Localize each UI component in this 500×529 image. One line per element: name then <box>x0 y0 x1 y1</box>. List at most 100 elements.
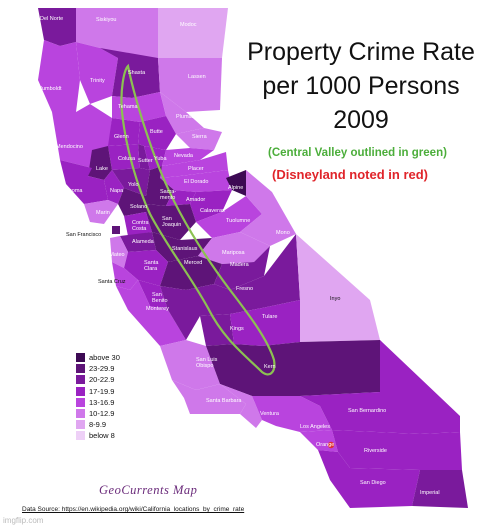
label-marin: Marin <box>96 210 110 216</box>
label-san-benito: San Benito <box>152 292 168 304</box>
label-los-angeles: Los Angeles <box>300 424 330 430</box>
legend-swatch <box>76 431 85 441</box>
title-line-2: per 1000 Persons <box>262 72 460 100</box>
county-santa-cruz <box>112 262 138 290</box>
label-santa-cruz: Santa Cruz <box>98 279 126 285</box>
central-valley-outline <box>120 63 276 376</box>
county-imperial <box>412 470 468 508</box>
legend-label: above 30 <box>89 353 120 363</box>
label-san-bernardino: San Bernardino <box>348 408 386 414</box>
legend-item: 17-19.9 <box>76 386 120 397</box>
county-contra-costa <box>124 212 152 236</box>
county-san-mateo <box>110 236 128 268</box>
label-mono: Mono <box>276 230 290 236</box>
label-sutter: Sutter <box>138 158 153 164</box>
legend-label: 8-9.9 <box>89 420 107 430</box>
label-santa-clara: Santa Clara <box>144 260 159 272</box>
county-fresno <box>160 234 300 340</box>
label-sierra: Sierra <box>192 134 208 140</box>
legend-swatch <box>76 409 85 419</box>
label-tulare: Tulare <box>262 314 277 320</box>
county-los-angeles <box>252 396 332 432</box>
county-lassen <box>158 58 222 112</box>
data-source-link[interactable]: Data Source: https://en.wikipedia.org/wi… <box>22 506 245 513</box>
label-plumas: Plumas <box>176 114 195 120</box>
county-marin <box>84 200 118 224</box>
label-amador: Amador <box>186 197 205 203</box>
legend-label: 13-16.9 <box>89 397 115 407</box>
label-shasta: Shasta <box>128 70 146 76</box>
legend-item: below 8 <box>76 430 120 441</box>
county-sutter <box>138 144 150 170</box>
county-kings <box>200 314 234 346</box>
label-alpine: Alpine <box>228 185 243 191</box>
county-san-francisco <box>112 226 120 234</box>
legend-item: 10-12.9 <box>76 408 120 419</box>
label-san-diego: San Diego <box>360 480 386 486</box>
county-riverside <box>332 430 462 470</box>
label-modoc: Modoc <box>180 22 197 28</box>
label-placer: Placer <box>188 166 204 172</box>
label-mariposa: Mariposa <box>222 250 246 256</box>
legend-label: 10-12.9 <box>89 409 115 419</box>
label-fresno: Fresno <box>236 286 253 292</box>
county-merced <box>160 256 222 290</box>
map-credit: GeoCurrents Map <box>99 483 198 497</box>
label-santa-barbara: Santa Barbara <box>206 398 242 404</box>
label-del-norte: Del Norte <box>40 16 63 22</box>
label-inyo: Inyo <box>330 296 340 302</box>
county-alpine <box>226 170 246 196</box>
county-el-dorado <box>160 170 232 192</box>
label-san-francisco: San Francisco <box>66 232 101 238</box>
label-madera: Madera <box>230 262 250 268</box>
label-san-joaquin: San Joaquin <box>162 216 181 228</box>
label-monterey: Monterey <box>146 306 169 312</box>
label-humboldt: Humboldt <box>38 86 62 92</box>
county-plumas <box>160 92 204 134</box>
label-tuolumne: Tuolumne <box>226 218 250 224</box>
county-calaveras <box>190 190 232 222</box>
label-trinity: Trinity <box>90 78 105 84</box>
label-sonoma: Sonoma <box>62 188 83 194</box>
title-line-3: 2009 <box>333 106 389 134</box>
label-nevada: Nevada <box>174 153 194 159</box>
legend-swatch <box>76 386 85 396</box>
county-san-diego <box>318 450 420 508</box>
legend-label: 17-19.9 <box>89 386 115 396</box>
label-orange: Orange <box>316 442 334 448</box>
county-napa <box>104 170 124 204</box>
county-mono <box>240 170 296 246</box>
disneyland-marker <box>327 441 335 449</box>
label-yuba: Yuba <box>154 156 167 162</box>
title-line-1: Property Crime Rate <box>247 38 475 66</box>
disneyland-note: (Disneyland noted in red) <box>272 167 429 182</box>
county-mariposa <box>198 232 270 264</box>
label-imperial: Imperial <box>420 490 440 496</box>
legend-swatch <box>76 353 85 363</box>
label-ventura: Ventura <box>260 411 280 417</box>
label-kings: Kings <box>230 326 244 332</box>
label-contra-costa: Contra Costa <box>132 220 149 232</box>
label-siskiyou: Siskiyou <box>96 17 116 23</box>
label-glenn: Glenn <box>114 134 129 140</box>
county-san-bernardino <box>300 340 460 434</box>
legend-item: 8-9.9 <box>76 419 120 430</box>
label-lake: Lake <box>96 166 108 172</box>
legend-label: below 8 <box>89 431 115 441</box>
label-stanislaus: Stanislaus <box>172 246 198 252</box>
county-placer <box>160 152 228 178</box>
label-solano: Solano <box>130 204 147 210</box>
county-santa-clara <box>124 250 168 286</box>
county-santa-barbara <box>172 380 246 414</box>
county-sonoma <box>60 160 108 204</box>
label-alameda: Alameda <box>132 239 155 245</box>
county-butte <box>138 116 176 150</box>
label-kern: Kern <box>264 364 276 370</box>
legend-item: 13-16.9 <box>76 397 120 408</box>
label-yolo: Yolo <box>128 182 139 188</box>
label-tehama: Tehama <box>118 104 139 110</box>
label-colusa: Colusa <box>118 156 136 162</box>
label-lassen: Lassen <box>188 74 206 80</box>
label-calaveras: Calaveras <box>200 208 225 214</box>
county-sacramento <box>146 166 174 206</box>
